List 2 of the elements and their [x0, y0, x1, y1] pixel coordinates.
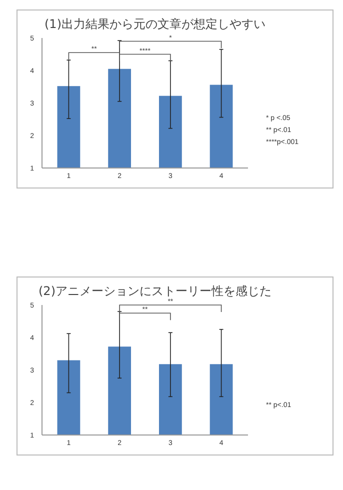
chart-title: (1)出力結果から元の文章が想定しやすい [44, 17, 266, 31]
chart-title: (2)アニメーションにストーリー性を感じた [38, 284, 272, 298]
